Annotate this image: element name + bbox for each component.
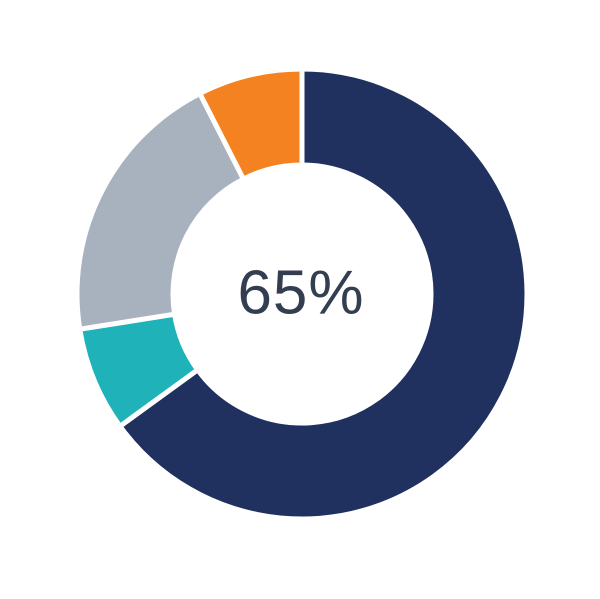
donut-center-label: 65%: [237, 258, 365, 328]
donut-segment-orange: [196, 66, 305, 183]
donut-segment-gray: [74, 90, 247, 333]
donut-segment-navy: [116, 66, 530, 522]
